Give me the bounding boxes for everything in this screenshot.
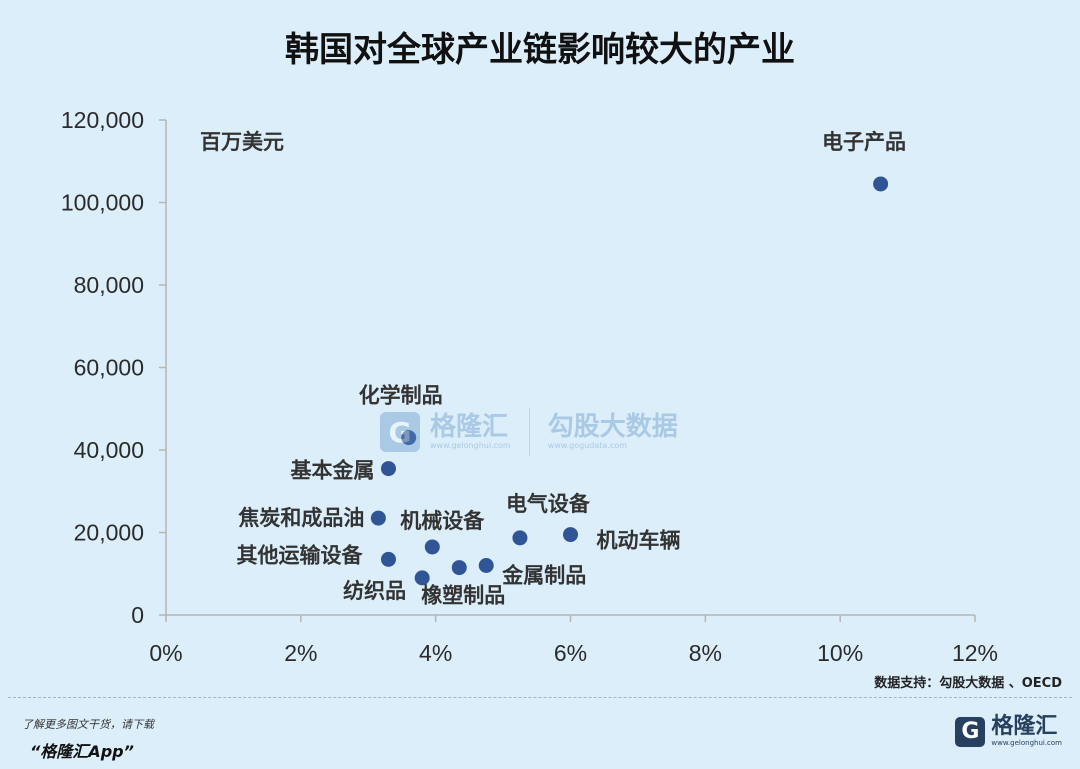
promo-app-name[interactable]: “格隆汇App” bbox=[30, 742, 134, 761]
data-point-label: 纺织品 bbox=[343, 578, 406, 603]
promo-text: 了解更多图文干货，请下载 bbox=[22, 718, 154, 731]
axes bbox=[159, 119, 976, 622]
watermark-divider bbox=[528, 408, 530, 456]
data-points bbox=[370, 176, 889, 586]
x-tick-label: 0% bbox=[149, 640, 182, 666]
y-tick-label: 20,000 bbox=[74, 520, 144, 546]
x-tick-label: 2% bbox=[284, 640, 317, 666]
y-tick-label: 120,000 bbox=[61, 107, 144, 133]
data-point-label: 机动车辆 bbox=[597, 528, 681, 553]
scatter-chart: 0 20,000 40,000 60,000 80,000 100,000 120,000 0… bbox=[61, 107, 998, 666]
data-point[interactable] bbox=[414, 570, 430, 586]
data-point[interactable] bbox=[451, 560, 467, 576]
brand-logo[interactable]: G 格隆汇 www.gelonghui.com bbox=[955, 716, 1062, 747]
watermark-brand: 格隆汇 bbox=[430, 412, 509, 443]
watermark-partner: 勾股大数据 bbox=[547, 412, 678, 443]
tick-labels: 0 20,000 40,000 60,000 80,000 100,000 120,000 0… bbox=[61, 107, 998, 666]
watermark-partner-url: www.gogudata.com bbox=[547, 440, 627, 450]
x-tick-label: 6% bbox=[554, 640, 587, 666]
y-tick-label: 100,000 bbox=[61, 190, 144, 216]
y-tick-label: 80,000 bbox=[74, 272, 144, 298]
data-point-label: 化学制品 bbox=[359, 383, 443, 408]
x-tick-label: 4% bbox=[419, 640, 452, 666]
y-tick-label: 0 bbox=[131, 602, 144, 628]
y-tick-label: 60,000 bbox=[74, 355, 144, 381]
data-point[interactable] bbox=[424, 539, 440, 555]
data-point[interactable] bbox=[370, 510, 386, 526]
x-tick-label: 12% bbox=[952, 640, 998, 666]
data-point-label: 机械设备 bbox=[400, 508, 485, 533]
source-note: 数据支持：勾股大数据 、OECD bbox=[874, 676, 1062, 691]
data-point-label: 其他运输设备 bbox=[236, 542, 363, 567]
data-point[interactable] bbox=[563, 527, 578, 543]
data-point[interactable] bbox=[380, 551, 396, 567]
data-point[interactable] bbox=[380, 461, 396, 477]
data-point-label: 基本金属 bbox=[290, 458, 374, 483]
data-point-label: 焦炭和成品油 bbox=[237, 505, 364, 530]
chart-title: 韩国对全球产业链影响较大的产业 bbox=[285, 30, 795, 70]
data-point-label: 电气设备 bbox=[506, 491, 591, 516]
watermark: G 格隆汇 www.gelonghui.com 勾股大数据 www.goguda… bbox=[380, 408, 678, 456]
brand-name: 格隆汇 bbox=[991, 714, 1058, 739]
y-unit-label: 百万美元 bbox=[200, 129, 284, 154]
data-point[interactable] bbox=[873, 176, 889, 192]
brand-url: www.gelonghui.com bbox=[991, 739, 1062, 747]
data-point-label: 橡塑制品 bbox=[421, 583, 505, 608]
data-point-label: 电子产品 bbox=[822, 129, 906, 154]
footer-divider bbox=[8, 697, 1072, 698]
watermark-logo-icon: G bbox=[380, 412, 420, 452]
brand-logo-icon: G bbox=[955, 716, 986, 747]
data-point[interactable] bbox=[478, 558, 494, 573]
data-point[interactable] bbox=[401, 430, 417, 446]
watermark-brand-url: www.gelonghui.com bbox=[430, 440, 511, 450]
x-tick-label: 8% bbox=[689, 640, 722, 666]
x-tick-label: 10% bbox=[817, 640, 863, 666]
data-point[interactable] bbox=[512, 530, 528, 546]
data-point-label: 金属制品 bbox=[501, 563, 586, 588]
y-tick-label: 40,000 bbox=[74, 437, 144, 463]
